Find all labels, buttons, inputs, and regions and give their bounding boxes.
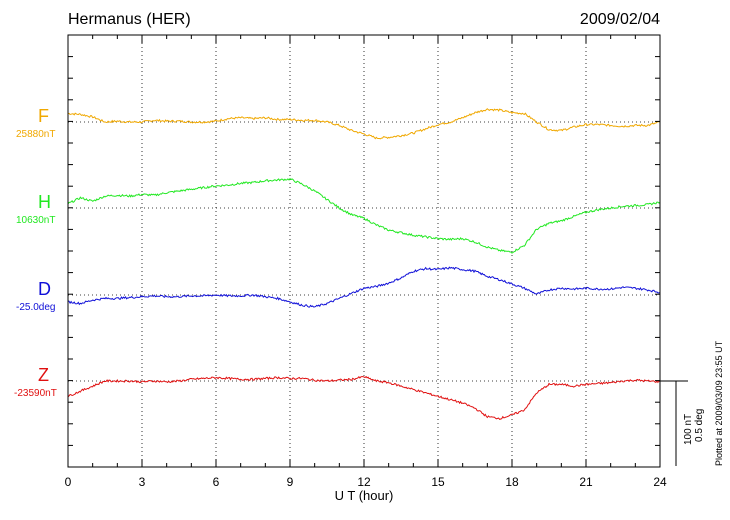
plotted-timestamp: Plotted at 2009/03/09 23:55 UT <box>714 340 724 466</box>
channel-baseline-z: -23590nT <box>14 388 57 399</box>
station-title: Hermanus (HER) <box>68 11 191 28</box>
x-tick-label-2: 6 <box>213 475 220 489</box>
x-tick-label-0: 0 <box>65 475 72 489</box>
axis-ticks <box>67 35 661 467</box>
x-tick-label-5: 15 <box>431 475 445 489</box>
channel-baseline-f: 25880nT <box>16 129 56 140</box>
series-line-d <box>67 266 661 308</box>
x-tick-label-7: 21 <box>579 475 593 489</box>
series-line-f <box>67 108 661 140</box>
channel-baseline-d: -25.0deg <box>16 302 56 313</box>
channel-label-h: H <box>38 192 51 212</box>
x-axis-label: U T (hour) <box>335 488 394 503</box>
channel-label-z: Z <box>38 365 49 385</box>
series-line-z <box>67 375 661 420</box>
series-lines <box>67 108 661 420</box>
scale-label-deg: 0.5 deg <box>694 408 705 442</box>
x-tick-label-6: 18 <box>505 475 519 489</box>
channel-label-f: F <box>38 106 49 126</box>
scale-label-nt: 100 nT <box>683 413 694 445</box>
x-tick-labels: 0 3 6 9 12 15 18 21 24 <box>65 475 667 489</box>
x-tick-label-1: 3 <box>139 475 146 489</box>
x-tick-label-4: 12 <box>357 475 371 489</box>
series-line-h <box>67 177 661 254</box>
channel-baseline-h: 10630nT <box>16 215 56 226</box>
x-tick-label-3: 9 <box>287 475 294 489</box>
channel-label-d: D <box>38 279 51 299</box>
scale-bar <box>660 380 688 466</box>
x-tick-label-8: 24 <box>653 475 667 489</box>
date-label: 2009/02/04 <box>579 11 660 28</box>
grid <box>68 35 660 467</box>
